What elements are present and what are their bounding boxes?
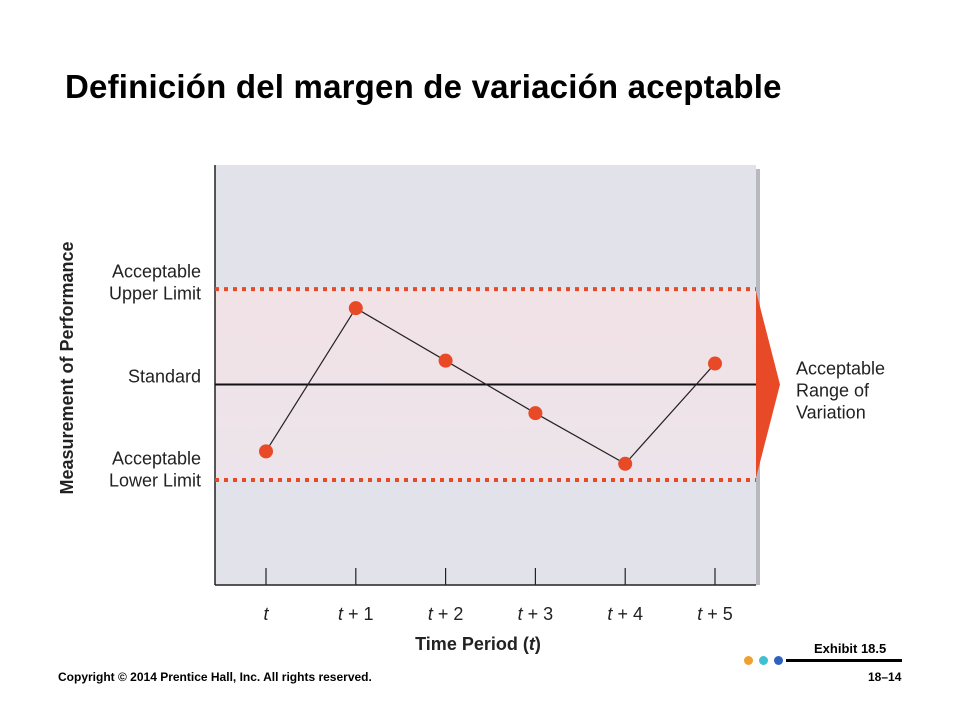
data-point: [438, 353, 453, 368]
decor-dot-orange: [744, 656, 753, 665]
x-tick-label: t + 1: [338, 604, 374, 624]
y-axis-title: Measurement of Performance: [57, 241, 77, 494]
data-point: [618, 456, 633, 471]
decor-dot-blue: [774, 656, 783, 665]
x-axis-title: Time Period (t): [415, 634, 541, 654]
x-tick-label: t + 2: [428, 604, 464, 624]
range-label: Acceptable Range of Variation: [796, 358, 885, 422]
lower-limit-label: Acceptable Lower Limit: [109, 448, 201, 490]
decor-dot-teal: [759, 656, 768, 665]
page-number: 18–14: [868, 670, 902, 684]
standard-label: Standard: [128, 366, 201, 386]
x-tick-label: t + 3: [518, 604, 554, 624]
data-point: [528, 406, 543, 421]
data-point: [708, 356, 722, 371]
copyright-text: Copyright © 2014 Prentice Hall, Inc. All…: [58, 670, 372, 684]
upper-limit-label: Acceptable Upper Limit: [109, 261, 201, 303]
series-line: [265, 307, 716, 465]
slide-title: Definición del margen de variación acept…: [65, 68, 782, 105]
exhibit-label: Exhibit 18.5: [814, 641, 887, 656]
data-point: [348, 301, 363, 316]
x-tick-label: t: [263, 604, 269, 624]
range-arrow: [756, 291, 780, 478]
exhibit-rule: [786, 659, 902, 662]
x-tick-label: t + 4: [607, 604, 643, 624]
data-point: [259, 444, 273, 459]
x-tick-label: t + 5: [697, 604, 733, 624]
